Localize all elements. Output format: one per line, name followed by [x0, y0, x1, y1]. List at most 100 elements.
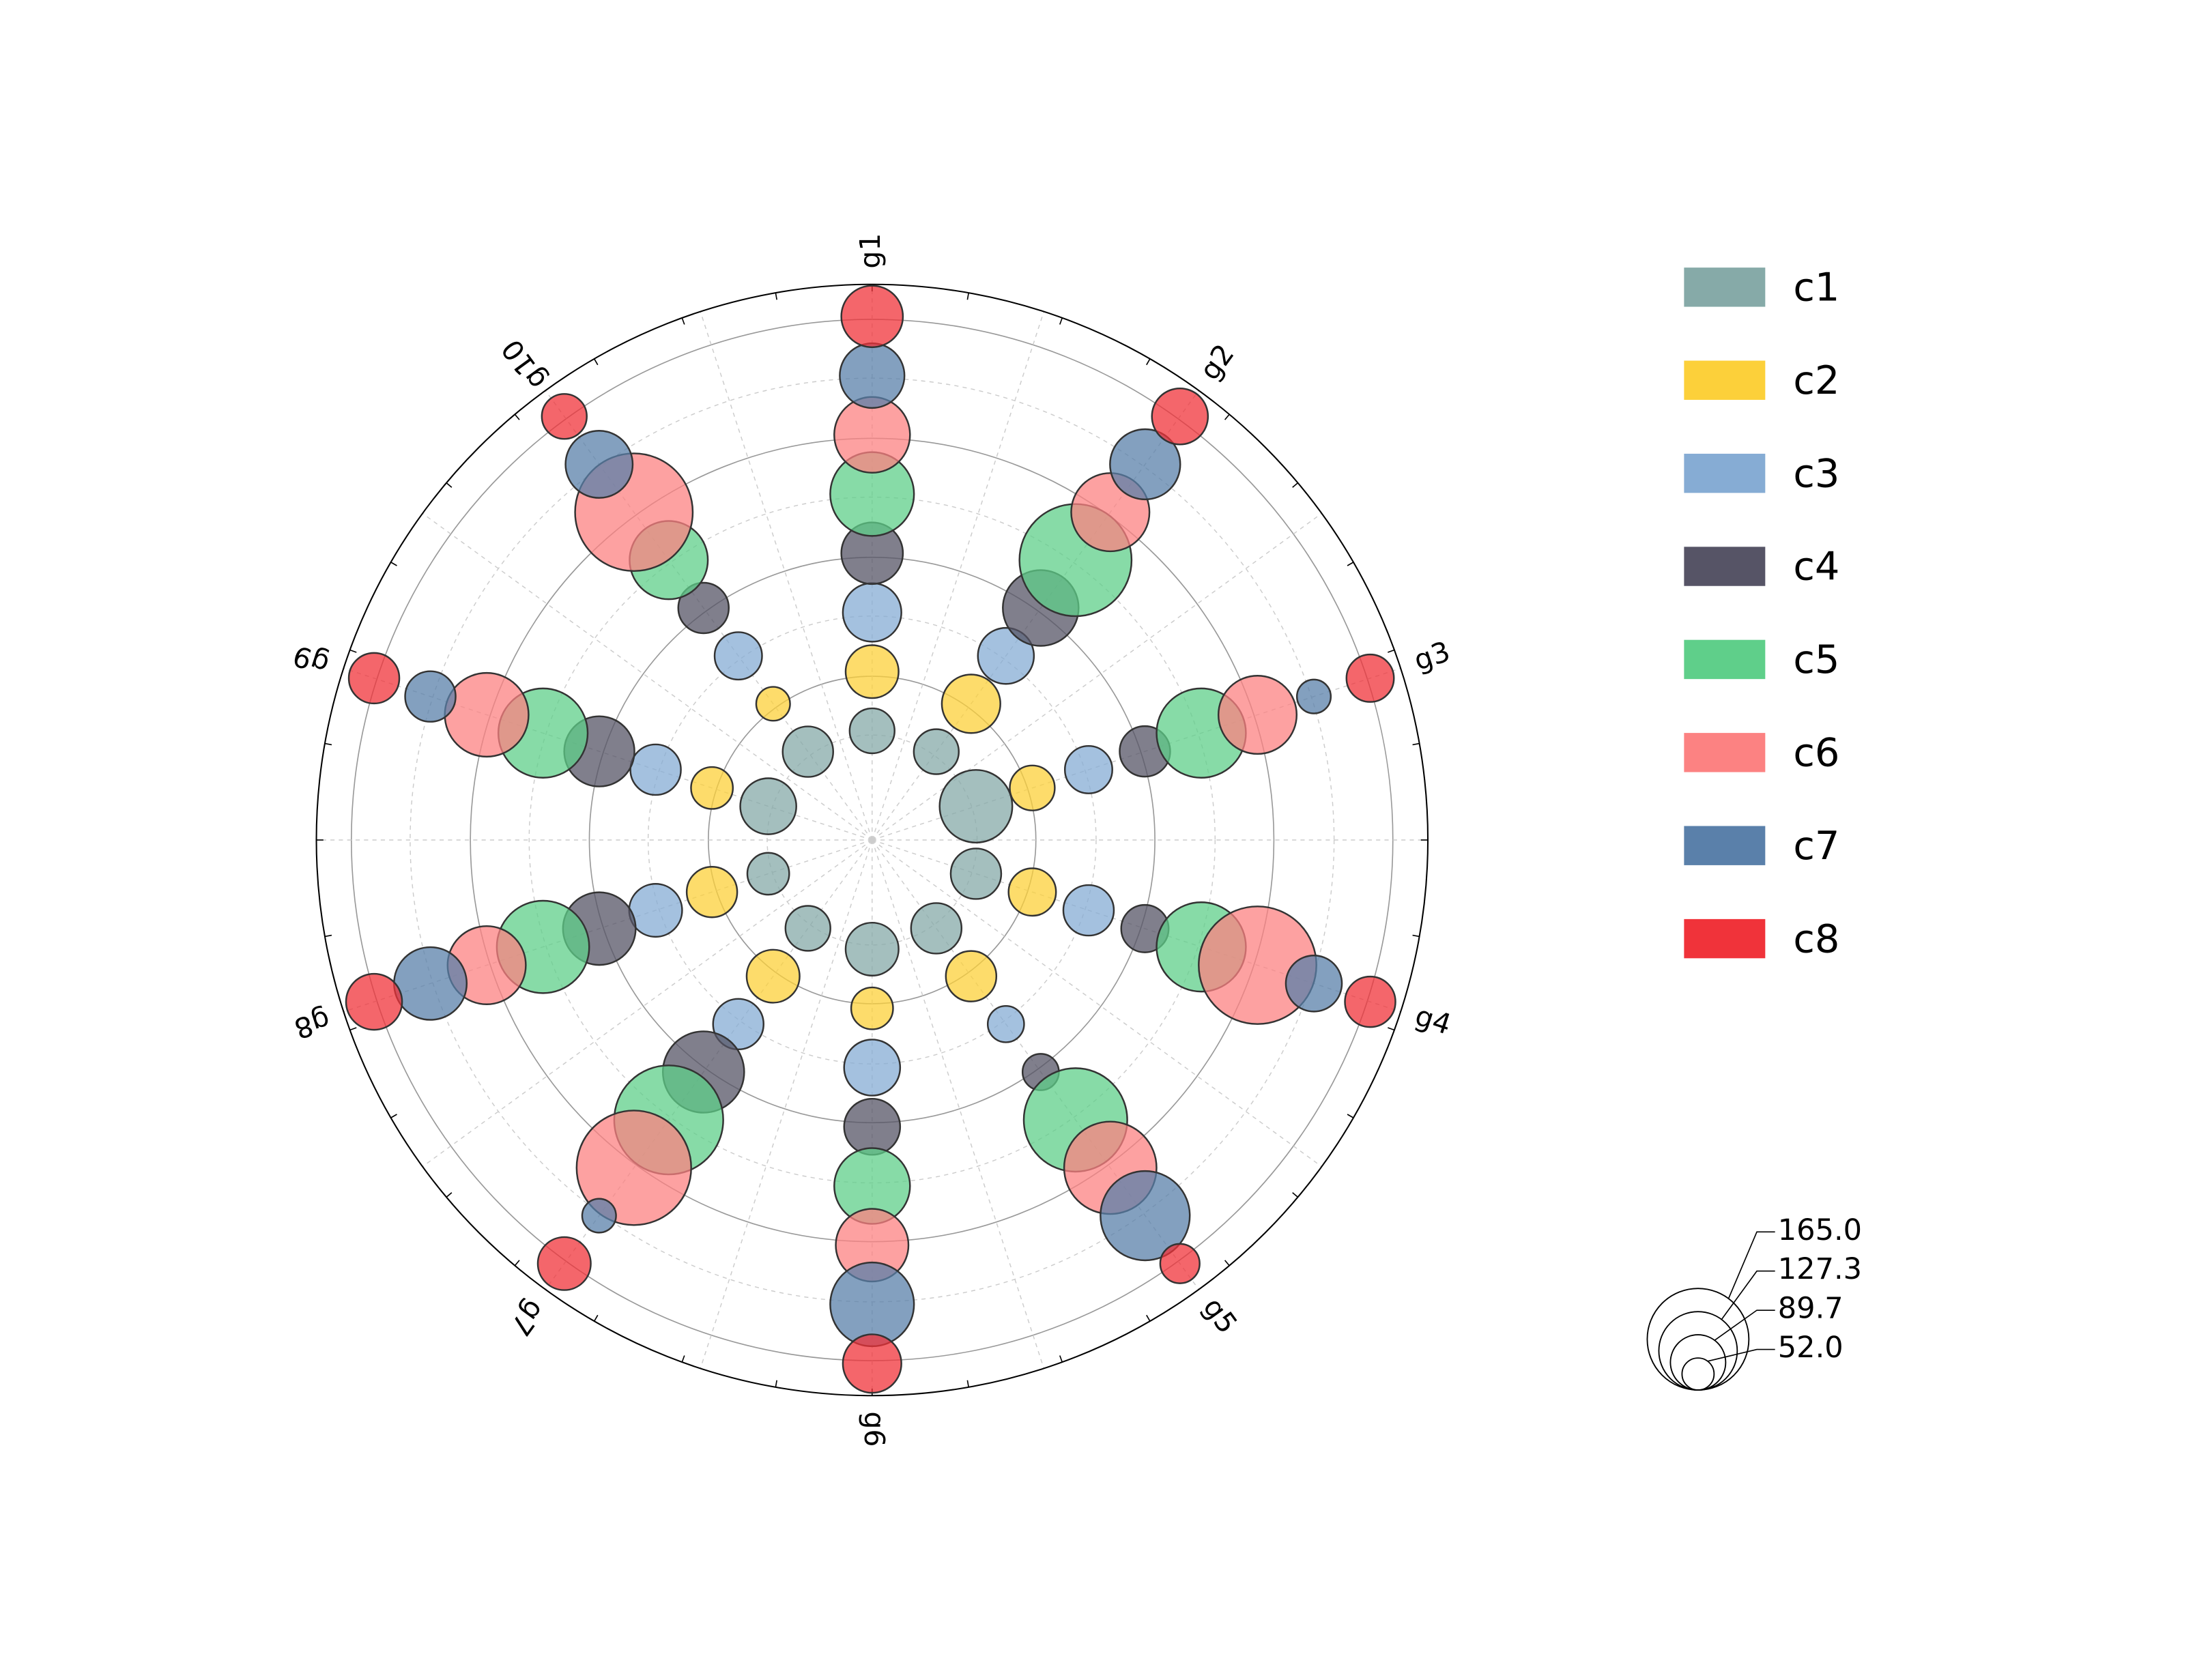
bubble [913, 728, 960, 775]
bubble [564, 430, 634, 499]
outer-tick [349, 649, 357, 653]
group-label: g7 [504, 1294, 551, 1342]
outer-tick [1059, 317, 1063, 325]
legend-swatch [1684, 267, 1766, 307]
bubble [945, 950, 998, 1002]
group-label: g8 [290, 1003, 334, 1045]
size-legend-label: 127.3 [1778, 1252, 1862, 1286]
bubble [739, 777, 797, 835]
outer-tick [1347, 562, 1354, 566]
bubble [1007, 867, 1057, 917]
outer-tick [446, 1192, 453, 1198]
group-label: g4 [1411, 999, 1455, 1041]
bubble [1285, 955, 1343, 1013]
size-legend-circle [1658, 1311, 1738, 1391]
bubble [850, 986, 894, 1030]
outer-tick [1146, 1314, 1151, 1322]
outer-tick [593, 1314, 599, 1322]
bubble [843, 1097, 902, 1156]
outer-tick [1412, 934, 1420, 938]
bubble [1109, 428, 1181, 501]
bubble [844, 644, 900, 699]
size-legend-circle [1669, 1334, 1727, 1391]
bubble [1009, 764, 1056, 811]
bubble [784, 905, 831, 952]
outer-tick [390, 562, 397, 566]
outer-tick [1347, 1114, 1354, 1118]
bubble [575, 1110, 692, 1226]
bubble [840, 285, 904, 349]
size-legend-leader [1721, 1270, 1775, 1320]
group-label: g5 [1196, 1292, 1244, 1339]
bubble [1217, 674, 1298, 755]
legend-label: c5 [1793, 637, 1839, 682]
bubble [848, 707, 895, 755]
outer-tick [1412, 742, 1420, 746]
bubble [842, 582, 902, 643]
legend-label: c6 [1793, 730, 1839, 776]
legend-label: c8 [1793, 916, 1839, 961]
grid-spoke [422, 512, 873, 841]
legend-label: c2 [1793, 358, 1839, 403]
group-label: g1 [854, 233, 887, 268]
size-legend-leader [1727, 1231, 1775, 1299]
legend-swatch [1684, 360, 1766, 400]
bubble [713, 631, 763, 681]
bubble [949, 848, 1003, 900]
bubble [345, 972, 403, 1031]
group-label: g6 [858, 1411, 891, 1447]
legend-label: c7 [1793, 823, 1839, 869]
outer-tick [324, 742, 332, 746]
bubble [745, 948, 801, 1004]
bubble [1345, 653, 1395, 703]
bubble [1159, 1243, 1201, 1284]
bubble [1062, 884, 1115, 937]
bubble [844, 921, 900, 977]
size-legend-leader [1707, 1348, 1775, 1362]
grid-spoke [872, 311, 1045, 841]
outer-tick [966, 292, 969, 300]
outer-tick [775, 1380, 777, 1388]
outer-tick [1388, 649, 1395, 653]
size-legend-leader [1714, 1309, 1775, 1341]
group-label: g10 [495, 333, 553, 396]
size-legend-label: 89.7 [1778, 1292, 1843, 1326]
outer-tick [966, 1380, 969, 1388]
bubble [1151, 387, 1209, 446]
bubble [1100, 1170, 1191, 1262]
outer-tick [514, 414, 520, 420]
bubble [677, 581, 730, 635]
outer-tick [1059, 1355, 1063, 1363]
group-label: g2 [1193, 338, 1240, 386]
outer-tick [1292, 1192, 1299, 1198]
grid-ring-minor [647, 615, 1097, 1065]
legend-swatch [1684, 639, 1766, 680]
legend-swatch [1684, 826, 1766, 865]
bubble [393, 946, 468, 1021]
bubble [712, 998, 764, 1051]
polar-frame [315, 283, 1429, 1397]
bubble [347, 652, 401, 705]
legend-swatch [1684, 547, 1766, 586]
outer-tick [593, 358, 599, 366]
bubble [690, 766, 734, 810]
outer-tick [349, 1027, 357, 1031]
grid-spoke [700, 839, 873, 1369]
bubble [755, 686, 791, 722]
legend-label: c4 [1793, 544, 1839, 590]
legend-label: c1 [1793, 265, 1839, 310]
size-legend-circle [1681, 1357, 1715, 1391]
bubble [781, 725, 834, 778]
bubble [536, 1236, 592, 1291]
legend-swatch [1684, 733, 1766, 772]
outer-tick [324, 934, 332, 938]
bubble [977, 626, 1035, 685]
outer-tick [775, 292, 777, 300]
group-label: g9 [289, 639, 332, 681]
bubble [1344, 975, 1396, 1028]
bubble [1063, 744, 1113, 794]
outer-tick [681, 317, 685, 325]
outer-tick [446, 482, 453, 488]
size-legend-label: 52.0 [1778, 1331, 1843, 1365]
size-legend-label: 165.0 [1778, 1213, 1862, 1247]
